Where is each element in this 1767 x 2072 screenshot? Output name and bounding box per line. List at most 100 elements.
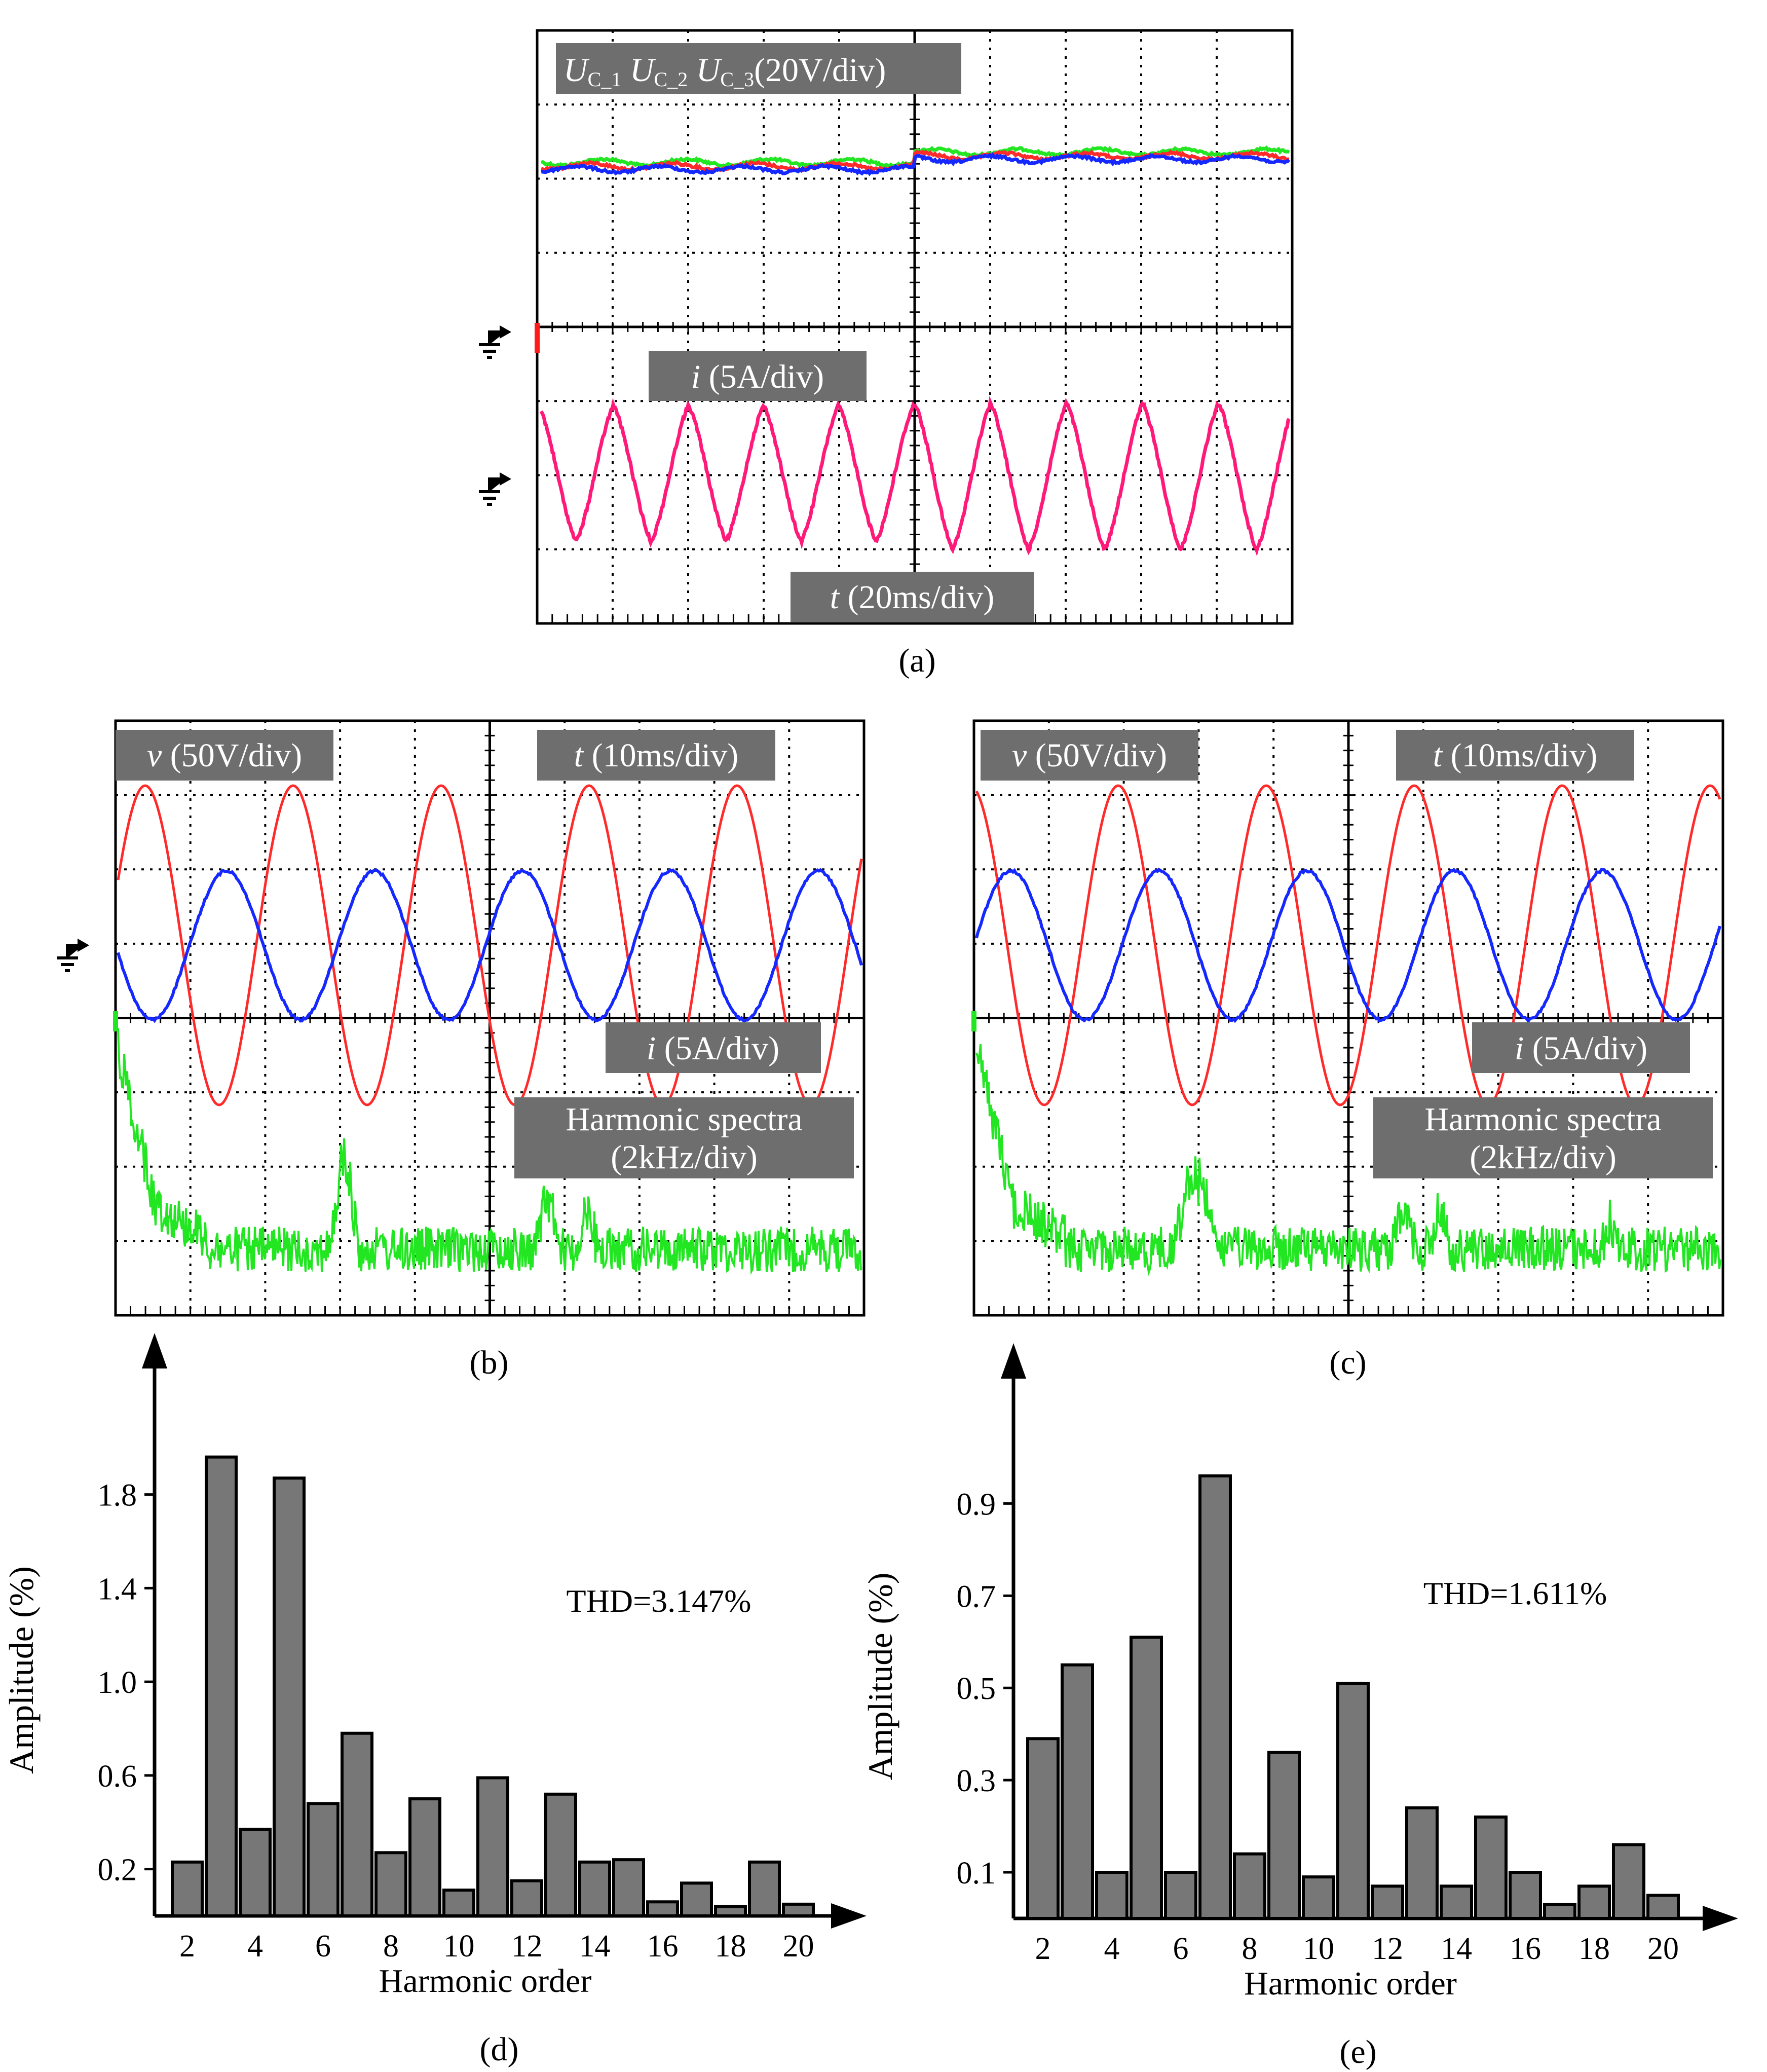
bar-h15 [612, 1858, 645, 1917]
bar-h13 [544, 1792, 577, 1918]
x-axis-title: Harmonic order [1244, 1965, 1457, 2002]
voltage-trace-line [975, 784, 1721, 1106]
ground-marker-icon [57, 938, 90, 972]
x-tick-label: 14 [1441, 1932, 1472, 1966]
bar-h7 [1198, 1474, 1232, 1920]
bar-h10 [1302, 1875, 1335, 1920]
panel-c-grid [973, 720, 1724, 1316]
panel-b-spectrum-label: Harmonic spectra (2kHz/div) [514, 1097, 854, 1178]
uc-trace-line [540, 145, 1290, 169]
bar-h18 [1577, 1884, 1611, 1920]
svg-text:v (50V/div): v (50V/div) [1012, 737, 1167, 774]
panel-b-current-label: i (5A/div) [606, 1022, 821, 1073]
panel-c-spectrum-label: Harmonic spectra (2kHz/div) [1373, 1097, 1713, 1178]
voltage-trace-line [117, 784, 863, 1106]
uc1-symbol: U [563, 52, 590, 89]
panel-b-traces [117, 784, 863, 1275]
svg-text:i (5A/div): i (5A/div) [691, 358, 824, 395]
thd-annotation: THD=3.147% [567, 1583, 751, 1619]
x-tick-label: 2 [179, 1929, 195, 1964]
bar-h4 [239, 1828, 272, 1917]
y-tick-label: 0.1 [957, 1856, 996, 1891]
bar-h5 [1130, 1636, 1163, 1920]
y-tick-label: 1.4 [98, 1572, 137, 1606]
uc-trace-line [540, 152, 1291, 176]
svg-text:UC_1 UC_2 UC_3(20V/div): UC_1 UC_2 UC_3(20V/div) [563, 52, 886, 91]
x-tick-label: 16 [1510, 1932, 1541, 1966]
bar-h20 [1646, 1894, 1680, 1920]
x-tick-label: 14 [579, 1929, 611, 1964]
svg-text:(2kHz/div): (2kHz/div) [1470, 1139, 1616, 1176]
svg-text:Harmonic spectra: Harmonic spectra [566, 1101, 802, 1138]
svg-text:t (10ms/div): t (10ms/div) [574, 737, 739, 774]
x-axis-title: Harmonic order [379, 1963, 592, 2000]
panel-b-voltage-label: v (50V/div) [116, 730, 333, 781]
bar-h2 [1026, 1737, 1060, 1920]
x-tick-label: 10 [1303, 1932, 1334, 1966]
y-tick-label: 1.8 [98, 1478, 137, 1513]
bar-h8 [374, 1851, 407, 1917]
panel-b-oscilloscope: v (50V/div) t (10ms/div) i (5A/div) Harm… [57, 719, 866, 1381]
bar-h10 [442, 1889, 475, 1917]
x-tick-label: 6 [315, 1929, 331, 1964]
panel-a-uc-label: UC_1 UC_2 UC_3(20V/div) [556, 43, 961, 94]
bar-h13 [1405, 1806, 1439, 1920]
bar-h3 [1061, 1663, 1094, 1920]
x-tick-label: 4 [247, 1929, 263, 1964]
bar-h4 [1095, 1871, 1129, 1920]
panel-d-caption: (d) [480, 2031, 519, 2068]
x-tick-label: 6 [1173, 1932, 1189, 1966]
panel-a-time-label: t (20ms/div) [791, 572, 1034, 622]
svg-text:t (20ms/div): t (20ms/div) [830, 579, 995, 616]
current-trace-line [539, 395, 1291, 557]
y-tick-label: 0.2 [98, 1853, 137, 1888]
panel-a-caption: (a) [898, 642, 935, 679]
current-trace-line [117, 867, 863, 1023]
panel-c-current-label: i (5A/div) [1472, 1022, 1690, 1073]
x-tick-label: 12 [1372, 1932, 1403, 1966]
panel-d-bar-chart: 0.2 0.6 1.0 1.4 1.8 2 4 6 8 10 12 14 16 18 20 Harmonic … [2, 1333, 867, 2000]
bar-h2 [171, 1860, 204, 1918]
panel-c-caption: (c) [1329, 1344, 1366, 1381]
svg-text:i (5A/div): i (5A/div) [1515, 1030, 1647, 1067]
bar-h11 [1336, 1682, 1370, 1920]
bar-h19 [748, 1860, 781, 1918]
svg-text:t (10ms/div): t (10ms/div) [1433, 737, 1598, 774]
panel-c-traces [975, 784, 1721, 1276]
x-axis-arrow-icon [1703, 1906, 1738, 1931]
panel-c-green-marker [971, 1011, 976, 1031]
bar-h9 [1267, 1751, 1301, 1920]
bar-h15 [1474, 1815, 1508, 1920]
panel-a-current-label: i (5A/div) [649, 351, 867, 401]
bar-h14 [1440, 1884, 1473, 1920]
bar-h6 [307, 1802, 340, 1917]
bar-h8 [1233, 1852, 1266, 1920]
x-tick-label: 18 [1578, 1932, 1610, 1966]
bar-h3 [205, 1455, 238, 1918]
panel-b-green-marker [113, 1011, 118, 1031]
y-axis-arrow-icon [1001, 1343, 1026, 1379]
panel-b-time-label: t (10ms/div) [537, 730, 775, 781]
y-tick-label: 0.5 [957, 1672, 996, 1706]
panel-e-caption: (e) [1339, 2033, 1376, 2070]
bar-h7 [341, 1731, 373, 1918]
bar-h14 [578, 1860, 611, 1918]
bar-h16 [1509, 1871, 1542, 1920]
panel-c-time-label: t (10ms/div) [1396, 730, 1634, 781]
bar-h5 [273, 1476, 306, 1917]
bar-h16 [646, 1900, 679, 1917]
spectrum-trace-line [975, 1044, 1721, 1276]
y-tick-label: 0.9 [957, 1487, 996, 1522]
bar-h19 [1612, 1843, 1645, 1920]
x-tick-label: 4 [1104, 1932, 1120, 1966]
bar-h12 [1371, 1884, 1404, 1920]
x-tick-label: 8 [383, 1929, 399, 1964]
bar-h9 [408, 1797, 441, 1917]
panel-e-bar-chart: 0.1 0.3 0.5 0.7 0.9 2 4 6 8 10 12 14 16 18 20 Harmonic … [861, 1343, 1738, 2002]
x-tick-label: 10 [443, 1929, 475, 1964]
svg-text:(2kHz/div): (2kHz/div) [611, 1139, 758, 1176]
y-tick-label: 0.3 [957, 1764, 996, 1798]
bar-h6 [1164, 1871, 1197, 1920]
y-axis-title: Amplitude (%) [861, 1573, 899, 1781]
